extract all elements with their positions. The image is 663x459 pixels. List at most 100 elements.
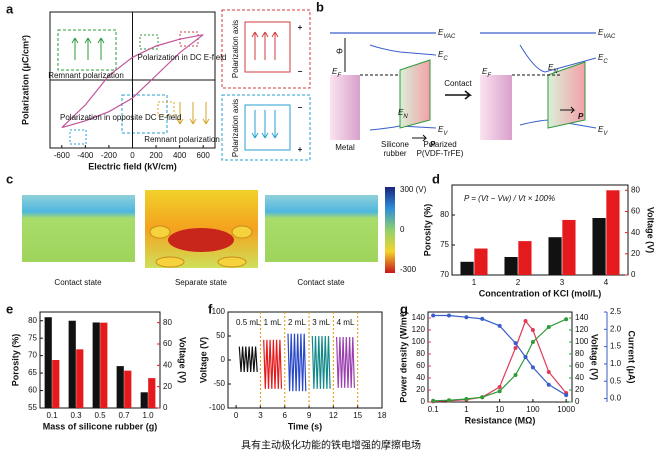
y2-axis-label: Voltage (V): [590, 334, 600, 380]
series-label: 3 mL: [312, 318, 330, 327]
sign: −: [298, 67, 303, 76]
marker: [497, 389, 502, 394]
symbol: E: [438, 28, 444, 37]
x-tick-label: 0.1: [46, 411, 58, 420]
energy-label: EF: [332, 67, 341, 78]
inset-plate: [244, 104, 291, 151]
marker: [431, 398, 436, 403]
symbol: E: [548, 63, 554, 72]
tick-label: 55: [28, 403, 37, 412]
x-tick-label: 0: [130, 151, 135, 160]
panel-label: f: [208, 301, 213, 316]
polymer: [399, 59, 431, 129]
subscript: F: [487, 73, 491, 79]
colorbar: [385, 187, 395, 273]
annotation: Polarization in DC E-field: [138, 53, 227, 62]
tick-label: 60: [416, 361, 425, 370]
bar: [548, 237, 562, 275]
tick-label: 65: [28, 368, 37, 377]
subscript: C: [443, 56, 448, 62]
layout: [22, 9, 597, 273]
tick-label: 80: [163, 318, 172, 327]
symbol: E: [438, 50, 444, 59]
tick-label: 60: [575, 361, 584, 370]
symbol: E: [398, 108, 404, 117]
inset-box: [221, 9, 311, 89]
annotation: Polarization in opposite DC E-field: [60, 113, 181, 122]
tick-label: 0.0: [610, 394, 622, 403]
x-tick-label: 2: [516, 278, 521, 287]
tick-label: 80: [631, 185, 640, 194]
polymer: [547, 61, 586, 129]
tick-label: 20: [416, 385, 425, 394]
tick-label: 60: [163, 339, 172, 348]
tick-label: 0: [163, 403, 168, 412]
marker: [464, 315, 469, 320]
marker: [431, 313, 436, 318]
x-tick-label: 1.0: [142, 411, 154, 420]
x-axis-label: Electric field (kV/cm): [88, 161, 177, 171]
tick-label: 40: [163, 360, 172, 369]
series-label: 4 mL: [337, 318, 355, 327]
x-tick-label: 3: [560, 278, 565, 287]
tick-label: 20: [163, 382, 172, 391]
marker: [530, 340, 535, 344]
bar: [148, 378, 156, 408]
marker: [464, 397, 469, 401]
tick-label: 80: [575, 349, 584, 358]
subscript: N: [553, 69, 558, 75]
subscript: V: [603, 131, 608, 137]
tick-label: 140: [412, 313, 426, 322]
sign: +: [298, 23, 303, 32]
panel-label: g: [400, 301, 408, 316]
tick-label: 80: [416, 349, 425, 358]
x-tick-label: 100: [526, 405, 540, 414]
bar: [52, 360, 60, 408]
annotation: Remnant polarization: [144, 135, 220, 144]
tick-label: 0: [421, 397, 426, 406]
x-axis-label: Resistance (MΩ): [465, 415, 536, 425]
x-tick-label: 12: [329, 411, 338, 420]
y3-axis-label: Current (μA): [627, 330, 637, 383]
line: [433, 318, 567, 402]
bar: [474, 248, 488, 275]
x-tick-label: 0.5: [94, 411, 106, 420]
x-tick-label: 1: [472, 278, 477, 287]
panel-label: b: [316, 0, 324, 14]
energy-label: EN: [398, 108, 408, 119]
tick-label: 40: [416, 373, 425, 382]
energy-label: EF: [482, 67, 491, 78]
marker: [523, 319, 528, 323]
tick-label: 100: [212, 307, 226, 316]
bar: [44, 317, 52, 408]
p-label: P: [578, 112, 584, 121]
series-label: 2 mL: [288, 318, 306, 327]
subscript: VAC: [603, 34, 616, 40]
bar: [518, 241, 532, 275]
arrows: [251, 110, 279, 139]
marker: [546, 382, 551, 387]
x-tick-label: 400: [173, 151, 187, 160]
tick-label: 0.5: [610, 376, 622, 385]
tick-label: 70: [28, 351, 37, 360]
energy-label: EV: [598, 125, 608, 136]
x-tick-label: 0.3: [70, 411, 82, 420]
state-label: Contact state: [54, 278, 102, 287]
material-label: P(VDF-TrFE): [417, 149, 464, 158]
y-axis-label: Porosity (%): [10, 334, 20, 387]
marker: [497, 385, 502, 389]
x-tick-label: -200: [101, 151, 118, 160]
x-tick-label: -400: [77, 151, 94, 160]
x-tick-label: 0.7: [118, 411, 130, 420]
colorbar-label: -300: [400, 265, 417, 274]
symbol: E: [482, 67, 488, 76]
x-tick-label: 200: [149, 151, 163, 160]
inset-box: [157, 101, 175, 117]
material-label: Polarized: [423, 140, 456, 149]
bar: [68, 320, 76, 408]
x-tick-label: 6: [283, 411, 288, 420]
sign: +: [298, 145, 303, 154]
energy-label: EC: [598, 53, 608, 64]
bar: [124, 370, 132, 408]
tick-label: 80: [440, 210, 449, 219]
